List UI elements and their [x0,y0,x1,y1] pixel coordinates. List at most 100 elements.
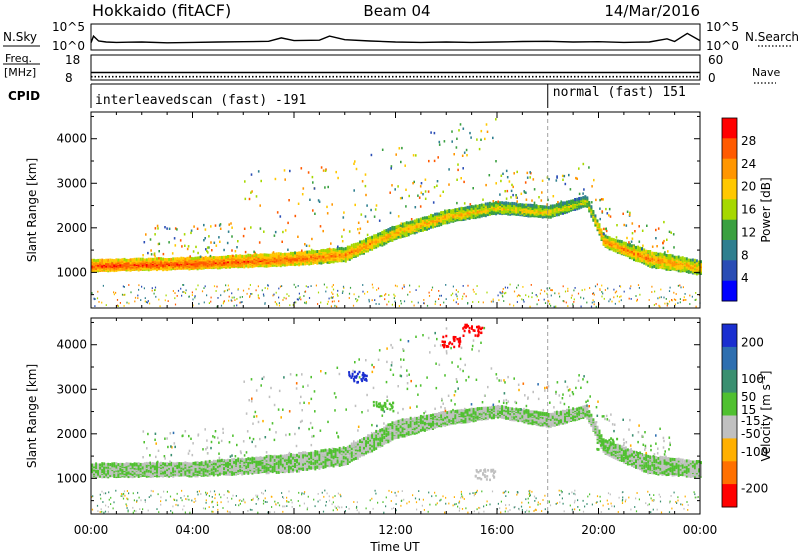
data-cell [480,203,483,207]
data-cell [202,256,205,260]
data-cell [301,249,303,252]
data-cell [176,471,179,475]
data-cell [453,153,455,156]
data-cell [423,223,426,227]
data-cell [153,263,156,267]
data-cell [533,210,536,214]
data-cell [225,255,227,259]
data-cell [99,474,102,478]
data-cell [166,261,169,265]
data-cell [160,257,162,261]
data-cell [206,466,209,470]
data-cell [554,292,556,295]
data-cell [172,290,174,292]
data-cell [671,260,674,264]
data-cell [328,254,331,258]
data-cell [151,289,153,292]
data-cell [300,167,303,170]
data-cell [442,190,444,193]
data-cell [562,201,564,205]
data-cell [407,225,410,228]
data-cell [267,287,269,290]
data-cell [141,470,144,474]
data-cell [123,294,125,296]
data-cell [226,289,229,292]
data-cell [464,216,467,220]
data-cell [267,261,270,264]
data-cell [521,203,524,207]
data-cell [251,470,254,473]
data-cell [653,264,656,267]
data-cell [509,283,511,286]
data-cell [119,263,122,267]
data-cell [294,251,296,255]
data-cell [248,197,251,201]
data-cell [202,467,205,471]
data-cell [236,246,238,249]
data-cell [204,285,206,288]
data-cell [233,262,236,266]
data-cell [457,168,459,172]
data-cell [304,243,306,246]
data-cell [253,254,256,258]
data-cell [551,210,554,214]
data-cell [636,298,638,301]
data-cell [440,211,443,215]
data-cell [677,302,679,304]
data-cell [526,176,529,179]
data-cell [117,469,120,473]
data-cell [438,290,440,292]
data-cell [325,168,327,171]
data-cell [320,166,323,169]
data-cell [405,221,408,225]
data-cell [190,231,192,235]
data-cell [153,292,155,295]
colorbar-swatch [722,219,737,241]
data-cell [654,290,656,293]
data-cell [157,227,159,230]
colorbar-tick-label: 24 [741,157,756,171]
data-cell [281,285,283,287]
data-cell [99,472,102,476]
data-cell [660,288,662,291]
data-cell [334,304,336,307]
data-cell [145,463,148,467]
data-cell [185,289,187,292]
data-cell [287,248,289,251]
data-cell [523,191,526,194]
data-cell [257,464,260,468]
data-cell [307,171,310,174]
data-cell [510,189,513,193]
data-cell [305,244,308,247]
data-cell [613,296,615,299]
data-cell [407,221,410,225]
data-cell [503,205,506,209]
data-cell [218,472,221,476]
data-cell [438,298,440,300]
data-cell [174,261,177,264]
data-cell [115,258,118,262]
data-cell [383,241,386,245]
data-cell [283,470,286,474]
data-cell [187,245,190,248]
data-cell [553,211,556,215]
data-cell [119,468,122,472]
data-cell [346,257,349,261]
data-cell [458,209,461,213]
data-cell [202,465,205,469]
data-cell [444,221,447,225]
data-cell [655,263,658,267]
data-cell [480,206,483,210]
data-cell [184,472,187,476]
data-cell [245,254,248,258]
data-cell [346,247,349,251]
data-cell [543,205,546,209]
data-cell [689,270,692,274]
data-cell [267,456,270,460]
data-cell [233,296,235,299]
data-cell [495,182,497,185]
data-cell [390,167,392,170]
data-cell [645,249,648,253]
data-cell [218,256,221,259]
data-cell [394,188,396,191]
